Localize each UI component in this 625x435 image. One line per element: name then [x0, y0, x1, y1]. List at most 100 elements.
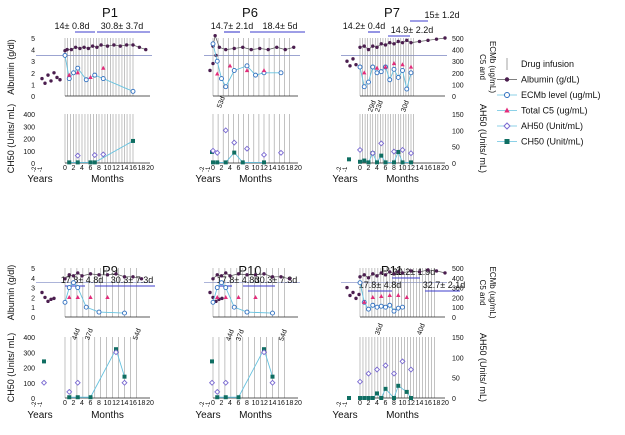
interval-label: 30.3± 7.3d — [111, 275, 153, 285]
ch50-point — [362, 158, 367, 163]
pre-albumin-point — [49, 297, 53, 302]
pre-albumin-point — [52, 71, 56, 75]
albumin-point — [124, 43, 129, 47]
legend-c5-marker — [504, 107, 510, 113]
ecmb-point — [357, 280, 363, 286]
x-pre-tick-label: -2 — [32, 166, 38, 172]
left-y-tick: 4 — [31, 48, 35, 55]
right-y-tick: 100 — [452, 305, 464, 312]
x-tick-label: 14 — [269, 165, 277, 172]
ch50-point — [358, 159, 362, 164]
ah50-point — [74, 152, 81, 159]
albumin-point — [86, 46, 91, 51]
months-axis-label: Months — [386, 410, 419, 421]
ah50-point — [66, 388, 73, 395]
panel-title: P6 — [242, 5, 258, 20]
interval-label: 54d — [132, 328, 143, 341]
pre-albumin-point — [58, 78, 62, 82]
x-tick-label: 10 — [104, 400, 112, 407]
total-c5-point — [362, 70, 367, 75]
albumin-point — [131, 43, 135, 47]
ah50-point — [356, 146, 364, 153]
interval-label: 14± 0.8d — [55, 21, 90, 31]
x-tick-label: 0 — [358, 400, 362, 407]
months-axis-label: Months — [91, 410, 124, 421]
ecmb-point — [270, 310, 275, 316]
ah50-point — [390, 370, 398, 377]
ecmb-point — [83, 304, 89, 310]
right-y-tick: 100 — [452, 82, 464, 89]
albumin-point — [388, 270, 392, 274]
albumin-point — [114, 272, 118, 276]
albumin-point — [409, 40, 413, 45]
legend-ecmb-marker — [504, 92, 510, 98]
x-tick-label: 20 — [294, 165, 302, 172]
ch50-point — [366, 396, 371, 400]
total-c5-point — [105, 295, 110, 299]
ecmb-point — [100, 76, 106, 82]
ah50-point — [243, 145, 251, 152]
albumin-point — [283, 47, 287, 52]
total-c5-point — [400, 62, 405, 67]
interval-label: 17.8± 4.8d — [217, 275, 259, 285]
months-axis-label: Months — [239, 174, 272, 185]
albumin-point — [434, 37, 439, 41]
x-tick-label: 2 — [367, 400, 371, 407]
ah50-point — [382, 362, 389, 369]
albumin-point — [211, 277, 215, 281]
right-y-tick: 500 — [452, 36, 464, 43]
albumin-point — [400, 271, 405, 275]
ch50-point — [396, 149, 401, 154]
ch50-point — [392, 160, 396, 165]
left-y-tick: 400 — [23, 112, 35, 119]
ah50-point — [112, 349, 120, 356]
right-y-label: C5 and — [478, 280, 487, 306]
ecmb-point — [357, 64, 363, 70]
albumin-point — [375, 45, 379, 49]
albumin-point — [63, 277, 67, 281]
ah50-point — [260, 349, 268, 356]
x-pre-tick-label: -1 — [206, 166, 212, 172]
ch50-point — [122, 374, 127, 379]
ch50-point — [379, 396, 384, 400]
x-tick-label: 18 — [286, 400, 294, 407]
x-tick-label: 20 — [146, 400, 154, 407]
x-tick-label: 18 — [138, 165, 146, 172]
legend-label: Albumin (g/dL) — [521, 75, 580, 85]
x-tick-label: 2 — [220, 400, 224, 407]
ch50-point — [131, 138, 135, 143]
pre-albumin-point — [40, 76, 44, 81]
months-axis-label: Months — [239, 410, 272, 421]
x-tick-label: 2 — [72, 400, 76, 407]
ecmb-point — [83, 77, 89, 83]
albumin-point — [90, 44, 95, 48]
x-tick-label: 8 — [245, 165, 249, 172]
albumin-point — [144, 47, 148, 52]
right-y-tick: 0 — [452, 396, 456, 403]
ecmb-point — [219, 280, 224, 286]
albumin-point — [97, 273, 101, 277]
x-tick-label: 18 — [433, 165, 441, 172]
ch50-point — [270, 374, 275, 379]
ah50-point — [269, 379, 276, 386]
x-tick-label: 10 — [104, 165, 112, 172]
right-y-tick: 300 — [452, 59, 464, 66]
albumin-point — [224, 271, 228, 275]
ecmb-point — [387, 302, 393, 308]
x-tick-label: 6 — [384, 400, 388, 407]
ch50-point — [362, 396, 367, 400]
x-tick-label: 4 — [375, 400, 379, 407]
ah50-point — [222, 379, 229, 386]
x-pre-tick-label: -2 — [200, 401, 206, 407]
ecmb-point — [122, 310, 127, 316]
ecmb-point — [223, 285, 229, 291]
legend-ah50-marker — [503, 122, 511, 130]
x-tick-label: 16 — [277, 165, 285, 172]
pre-albumin-point — [211, 61, 215, 66]
albumin-point — [73, 45, 78, 49]
albumin-point — [362, 44, 366, 48]
ah50-point — [407, 366, 415, 373]
ah50-point — [231, 139, 238, 146]
albumin-point — [88, 272, 93, 276]
albumin-point — [270, 275, 275, 279]
